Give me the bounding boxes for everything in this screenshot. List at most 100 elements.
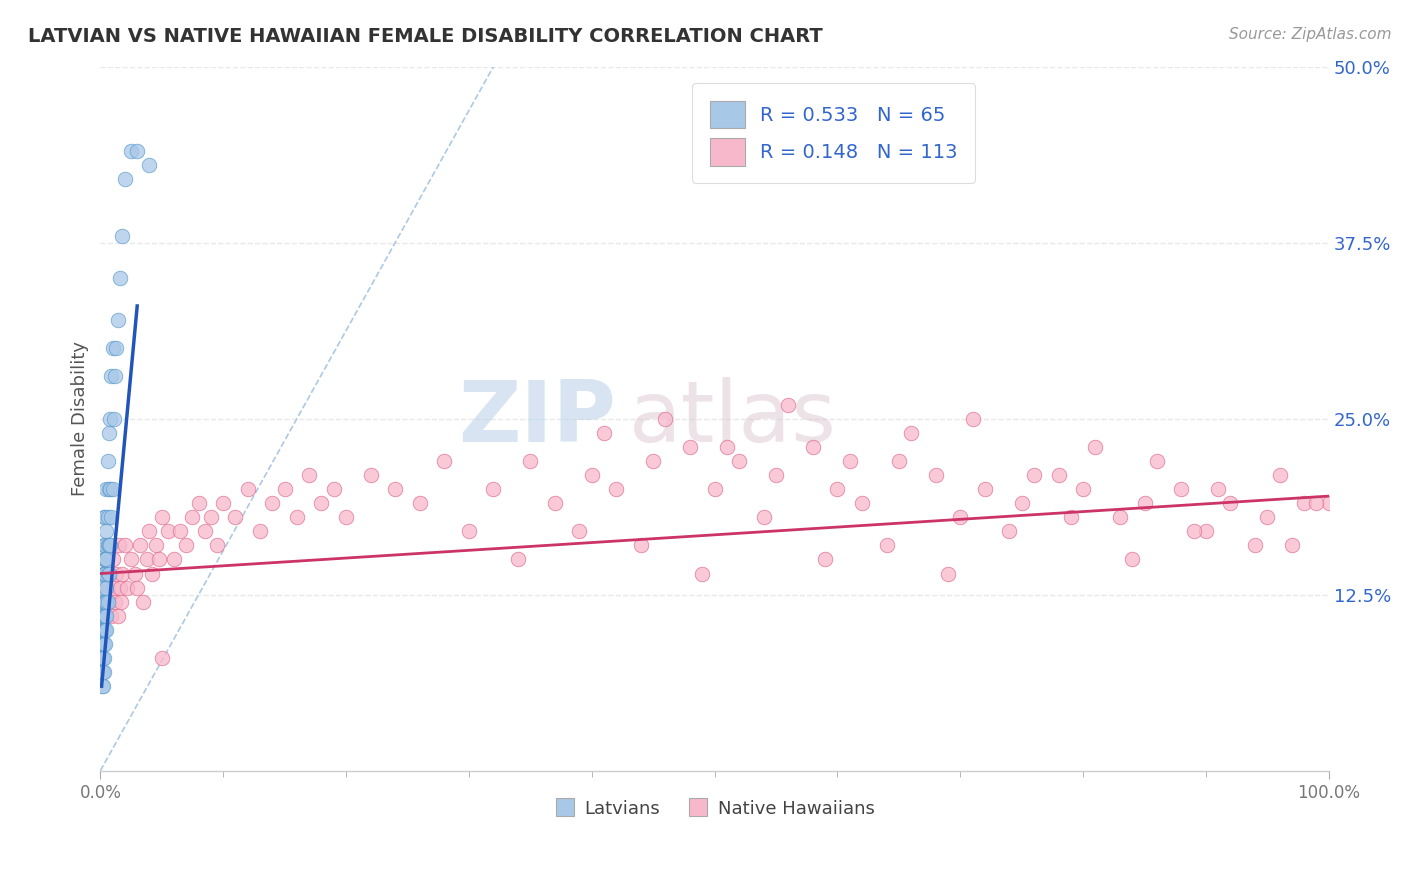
Point bbox=[1060, 510, 1083, 524]
Point bbox=[150, 510, 173, 524]
Point bbox=[93, 595, 115, 609]
Point bbox=[101, 552, 124, 566]
Point bbox=[568, 524, 591, 539]
Point bbox=[114, 538, 136, 552]
Point bbox=[114, 172, 136, 186]
Point bbox=[1294, 496, 1316, 510]
Point bbox=[90, 665, 112, 679]
Point bbox=[1011, 496, 1033, 510]
Point bbox=[124, 566, 146, 581]
Point bbox=[544, 496, 567, 510]
Point bbox=[236, 482, 259, 496]
Point bbox=[224, 510, 246, 524]
Point bbox=[1244, 538, 1267, 552]
Point bbox=[94, 637, 117, 651]
Point bbox=[249, 524, 271, 539]
Point bbox=[801, 440, 824, 454]
Point bbox=[1071, 482, 1094, 496]
Point bbox=[101, 341, 124, 355]
Point bbox=[96, 608, 118, 623]
Point bbox=[630, 538, 652, 552]
Point bbox=[1305, 496, 1327, 510]
Point bbox=[127, 581, 149, 595]
Point bbox=[96, 482, 118, 496]
Point bbox=[457, 524, 479, 539]
Point bbox=[138, 158, 160, 172]
Point bbox=[728, 454, 751, 468]
Point bbox=[887, 454, 910, 468]
Text: Source: ZipAtlas.com: Source: ZipAtlas.com bbox=[1229, 27, 1392, 42]
Point bbox=[94, 595, 117, 609]
Point bbox=[1195, 524, 1218, 539]
Point bbox=[581, 467, 603, 482]
Point bbox=[97, 510, 120, 524]
Point bbox=[654, 411, 676, 425]
Point bbox=[690, 566, 713, 581]
Point bbox=[97, 538, 120, 552]
Point bbox=[97, 566, 120, 581]
Text: LATVIAN VS NATIVE HAWAIIAN FEMALE DISABILITY CORRELATION CHART: LATVIAN VS NATIVE HAWAIIAN FEMALE DISABI… bbox=[28, 27, 823, 45]
Legend: Latvians, Native Hawaiians: Latvians, Native Hawaiians bbox=[547, 793, 883, 825]
Point bbox=[1268, 467, 1291, 482]
Point bbox=[93, 665, 115, 679]
Point bbox=[91, 623, 114, 637]
Point bbox=[360, 467, 382, 482]
Point bbox=[94, 510, 117, 524]
Point bbox=[973, 482, 995, 496]
Point bbox=[1146, 454, 1168, 468]
Point bbox=[433, 454, 456, 468]
Point bbox=[91, 595, 114, 609]
Point bbox=[181, 510, 204, 524]
Point bbox=[96, 524, 118, 539]
Point bbox=[90, 637, 112, 651]
Point bbox=[93, 608, 115, 623]
Point bbox=[94, 608, 117, 623]
Point bbox=[962, 411, 984, 425]
Point bbox=[93, 538, 115, 552]
Point bbox=[814, 552, 837, 566]
Point bbox=[97, 482, 120, 496]
Point bbox=[100, 608, 122, 623]
Point bbox=[752, 510, 775, 524]
Point bbox=[120, 552, 142, 566]
Point bbox=[273, 482, 295, 496]
Point bbox=[949, 510, 972, 524]
Point bbox=[851, 496, 873, 510]
Point bbox=[827, 482, 849, 496]
Point bbox=[91, 566, 114, 581]
Point bbox=[127, 144, 149, 158]
Point bbox=[519, 454, 541, 468]
Point bbox=[716, 440, 738, 454]
Point bbox=[100, 510, 122, 524]
Point bbox=[141, 566, 163, 581]
Point bbox=[212, 496, 235, 510]
Point bbox=[335, 510, 357, 524]
Point bbox=[506, 552, 529, 566]
Point bbox=[93, 552, 115, 566]
Point bbox=[120, 144, 142, 158]
Point bbox=[924, 467, 946, 482]
Point bbox=[1084, 440, 1107, 454]
Point bbox=[1281, 538, 1303, 552]
Point bbox=[262, 496, 284, 510]
Point bbox=[105, 341, 128, 355]
Point bbox=[107, 313, 129, 327]
Point bbox=[96, 566, 118, 581]
Point bbox=[643, 454, 665, 468]
Point bbox=[679, 440, 702, 454]
Point bbox=[322, 482, 344, 496]
Point bbox=[765, 467, 787, 482]
Point bbox=[605, 482, 627, 496]
Point bbox=[103, 581, 125, 595]
Point bbox=[311, 496, 333, 510]
Point bbox=[194, 524, 217, 539]
Point bbox=[593, 425, 616, 440]
Point bbox=[838, 454, 860, 468]
Point bbox=[93, 566, 115, 581]
Point bbox=[93, 637, 115, 651]
Point bbox=[104, 369, 127, 384]
Point bbox=[187, 496, 209, 510]
Point bbox=[145, 538, 167, 552]
Point bbox=[91, 651, 114, 665]
Point bbox=[1219, 496, 1241, 510]
